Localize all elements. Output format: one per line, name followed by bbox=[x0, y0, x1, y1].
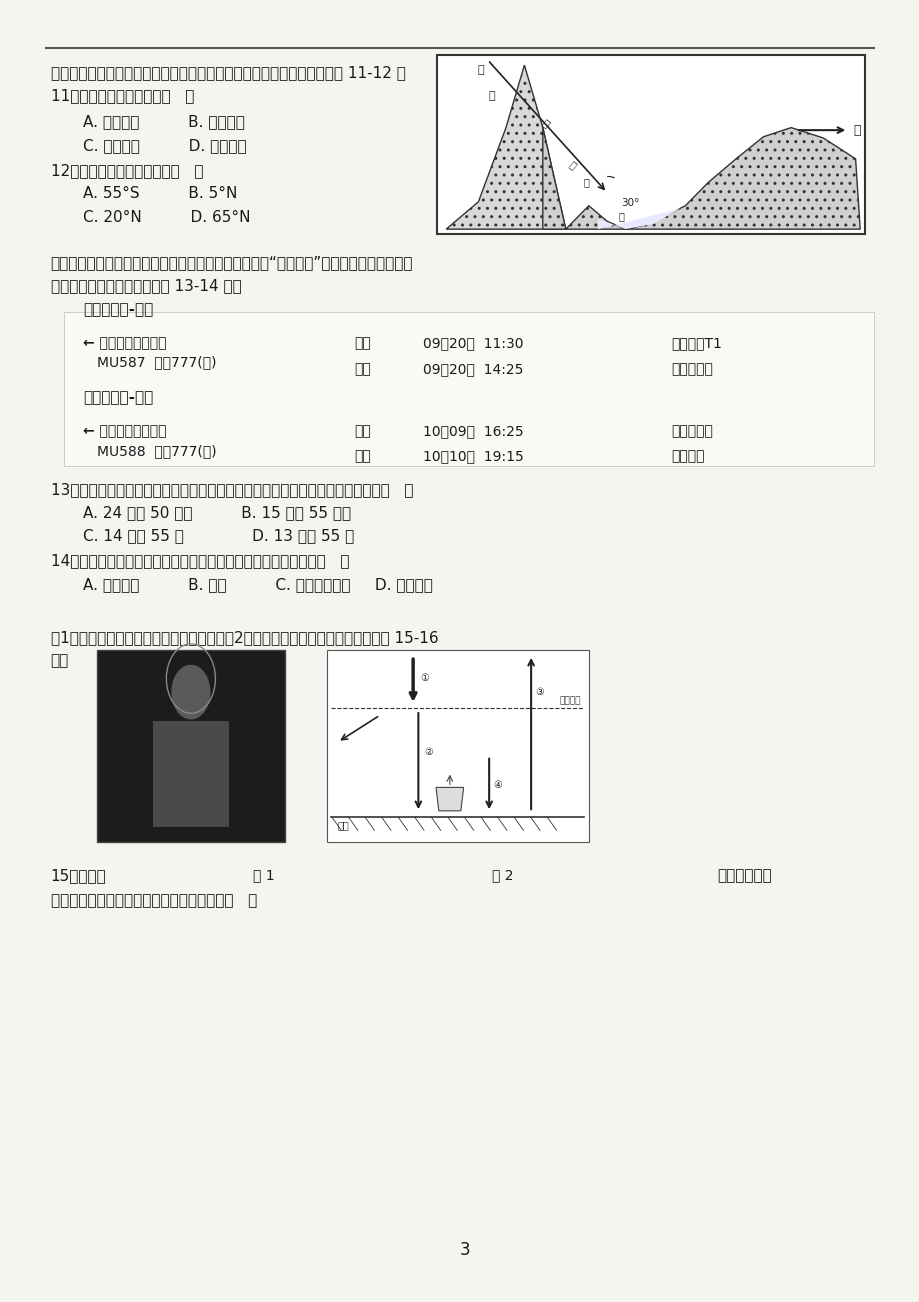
Text: 浦东机场T1: 浦东机场T1 bbox=[671, 336, 721, 350]
Text: 太: 太 bbox=[477, 65, 484, 76]
Text: ①: ① bbox=[420, 673, 429, 682]
Text: C. 20°N          D. 65°N: C. 20°N D. 65°N bbox=[83, 210, 250, 225]
Text: 09月20日  11:30: 09月20日 11:30 bbox=[423, 336, 523, 350]
Text: ← 中国东方航空公司: ← 中国东方航空公司 bbox=[83, 424, 166, 439]
Polygon shape bbox=[597, 208, 680, 229]
Text: 阳: 阳 bbox=[488, 91, 495, 102]
Text: 上海某同学准备在双节期间去美国自助游，下图为他在“去哪儿网”预定机票的信息（起降: 上海某同学准备在双节期间去美国自助游，下图为他在“去哪儿网”预定机票的信息（起降 bbox=[51, 255, 413, 271]
Text: 3: 3 bbox=[460, 1241, 471, 1259]
Text: C. 14 小时 55 分              D. 13 小时 55 分: C. 14 小时 55 分 D. 13 小时 55 分 bbox=[83, 529, 354, 544]
Text: 图1显示的是青藏高原少数民族典型服饰，图2为大气主要受热过程模式，读图完成 15-16: 图1显示的是青藏高原少数民族典型服饰，图2为大气主要受热过程模式，读图完成 15… bbox=[51, 630, 437, 646]
Text: 北: 北 bbox=[853, 124, 860, 137]
Text: 阴: 阴 bbox=[583, 177, 588, 187]
Polygon shape bbox=[542, 128, 859, 229]
Text: 去程：上海-纽约: 去程：上海-纽约 bbox=[83, 302, 153, 318]
Text: 光: 光 bbox=[539, 117, 550, 129]
Text: 大气上界: 大气上界 bbox=[560, 695, 581, 704]
Text: 图 1: 图 1 bbox=[253, 868, 275, 883]
Text: MU587  波音777(大): MU587 波音777(大) bbox=[96, 355, 216, 370]
Text: 线: 线 bbox=[567, 159, 578, 171]
Polygon shape bbox=[436, 788, 463, 811]
Bar bbox=[326, 650, 588, 842]
Text: 30°: 30° bbox=[620, 198, 639, 208]
Text: 回程：绍约-上海: 回程：绍约-上海 bbox=[83, 391, 153, 406]
Text: 起飞: 起飞 bbox=[354, 336, 370, 350]
Text: ← 中国东方航空公司: ← 中国东方航空公司 bbox=[83, 336, 166, 350]
Bar bbox=[153, 721, 228, 827]
Text: A. 24 小时 50 分钟          B. 15 小时 55 分钟: A. 24 小时 50 分钟 B. 15 小时 55 分钟 bbox=[83, 505, 350, 521]
Text: 图 2: 图 2 bbox=[492, 868, 513, 883]
Text: 题。: 题。 bbox=[51, 654, 69, 669]
Text: 15、不对称: 15、不对称 bbox=[51, 868, 107, 884]
Text: 下图为某地某时刻日照示意图，图示时刻当地一天中日影最短。读图完成 11-12 题: 下图为某地某时刻日照示意图，图示时刻当地一天中日影最短。读图完成 11-12 题 bbox=[51, 65, 405, 81]
Text: 到达: 到达 bbox=[354, 449, 370, 464]
Bar bbox=[64, 312, 873, 466]
Bar bbox=[96, 650, 285, 842]
Text: 12、当地的地理纬度可能为（   ）: 12、当地的地理纬度可能为（ ） bbox=[51, 163, 203, 178]
Text: A. 55°S          B. 5°N: A. 55°S B. 5°N bbox=[83, 186, 237, 202]
Polygon shape bbox=[446, 65, 565, 229]
Circle shape bbox=[172, 665, 210, 719]
Text: ③: ③ bbox=[535, 687, 544, 697]
Text: 11、该地河流流向可能是（   ）: 11、该地河流流向可能是（ ） bbox=[51, 89, 194, 104]
Text: MU588  波音777(大): MU588 波音777(大) bbox=[96, 444, 216, 458]
Text: 到达: 到达 bbox=[354, 362, 370, 376]
Text: 地面: 地面 bbox=[337, 820, 349, 829]
Text: 饰的重要特点，形成这一特点的地理原因是（   ）: 饰的重要特点，形成这一特点的地理原因是（ ） bbox=[51, 893, 256, 909]
Text: 肯尼迪机场: 肯尼迪机场 bbox=[671, 362, 713, 376]
Text: 14、该同学到达绍约时，全球与绍约处于同一天的范围占全球的（   ）: 14、该同学到达绍约时，全球与绍约处于同一天的范围占全球的（ ） bbox=[51, 553, 348, 569]
Text: 肯尼迪机场: 肯尼迪机场 bbox=[671, 424, 713, 439]
Text: ④: ④ bbox=[494, 780, 502, 789]
Text: 是图中民族服: 是图中民族服 bbox=[717, 868, 772, 884]
Text: 10月10日  19:15: 10月10日 19:15 bbox=[423, 449, 524, 464]
Text: A. 大于一半          B. 一半          C. 小于三分之一     D. 三分之一: A. 大于一半 B. 一半 C. 小于三分之一 D. 三分之一 bbox=[83, 577, 432, 592]
Text: 时间为当地时间）。据图完成 13-14 题。: 时间为当地时间）。据图完成 13-14 题。 bbox=[51, 279, 241, 294]
Text: C. 自南向北          D. 自北向南: C. 自南向北 D. 自北向南 bbox=[83, 138, 246, 154]
Text: 浦东机场: 浦东机场 bbox=[671, 449, 704, 464]
Text: 10月09日  16:25: 10月09日 16:25 bbox=[423, 424, 523, 439]
Bar bbox=[437, 55, 864, 234]
Text: 起飞: 起飞 bbox=[354, 424, 370, 439]
Text: A. 自西向东          B. 自东向西: A. 自西向东 B. 自东向西 bbox=[83, 115, 244, 130]
Text: 09月20日  14:25: 09月20日 14:25 bbox=[423, 362, 523, 376]
Text: 13、根据机票显示的信息，上海（东八区）至绍约（西五区）所需的飞行时间是（   ）: 13、根据机票显示的信息，上海（东八区）至绍约（西五区）所需的飞行时间是（ ） bbox=[51, 482, 413, 497]
Text: ②: ② bbox=[424, 747, 432, 756]
Text: 河: 河 bbox=[618, 211, 623, 221]
